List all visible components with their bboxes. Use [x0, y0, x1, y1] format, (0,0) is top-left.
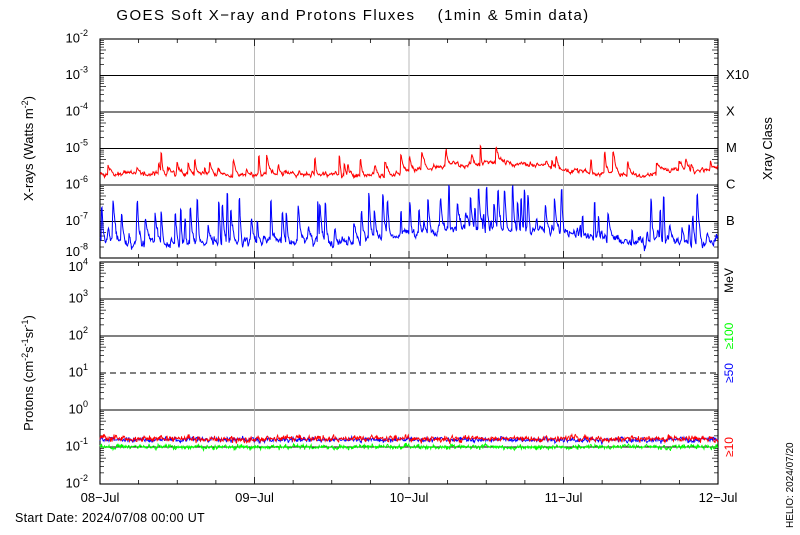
svg-text:≥50: ≥50 [722, 363, 736, 383]
svg-text:Protons (cm-2s-1sr-1): Protons (cm-2s-1sr-1) [20, 315, 36, 431]
svg-text:HELIO: 2024/07/20: HELIO: 2024/07/20 [785, 442, 796, 528]
svg-text:M: M [726, 140, 737, 155]
svg-text:Start Date: 2024/07/08 00:00 U: Start Date: 2024/07/08 00:00 UT [15, 511, 205, 525]
svg-text:12−Jul: 12−Jul [699, 490, 738, 505]
svg-text:MeV: MeV [722, 268, 736, 293]
svg-text:X: X [726, 103, 735, 118]
svg-text:Xray Class: Xray Class [760, 117, 775, 180]
svg-text:X10: X10 [726, 67, 749, 82]
svg-text:≥10: ≥10 [722, 437, 736, 457]
svg-text:11−Jul: 11−Jul [545, 490, 583, 505]
svg-text:10−Jul: 10−Jul [390, 490, 429, 505]
svg-text:GOES Soft X−ray and Protons Fl: GOES Soft X−ray and Protons Fluxes (1min… [116, 7, 589, 24]
svg-text:09−Jul: 09−Jul [235, 490, 274, 505]
svg-text:C: C [726, 176, 735, 191]
svg-text:B: B [726, 213, 735, 228]
svg-text:≥100: ≥100 [722, 322, 736, 349]
svg-text:X-rays (Watts m-2): X-rays (Watts m-2) [20, 96, 36, 201]
svg-text:08−Jul: 08−Jul [81, 490, 120, 505]
